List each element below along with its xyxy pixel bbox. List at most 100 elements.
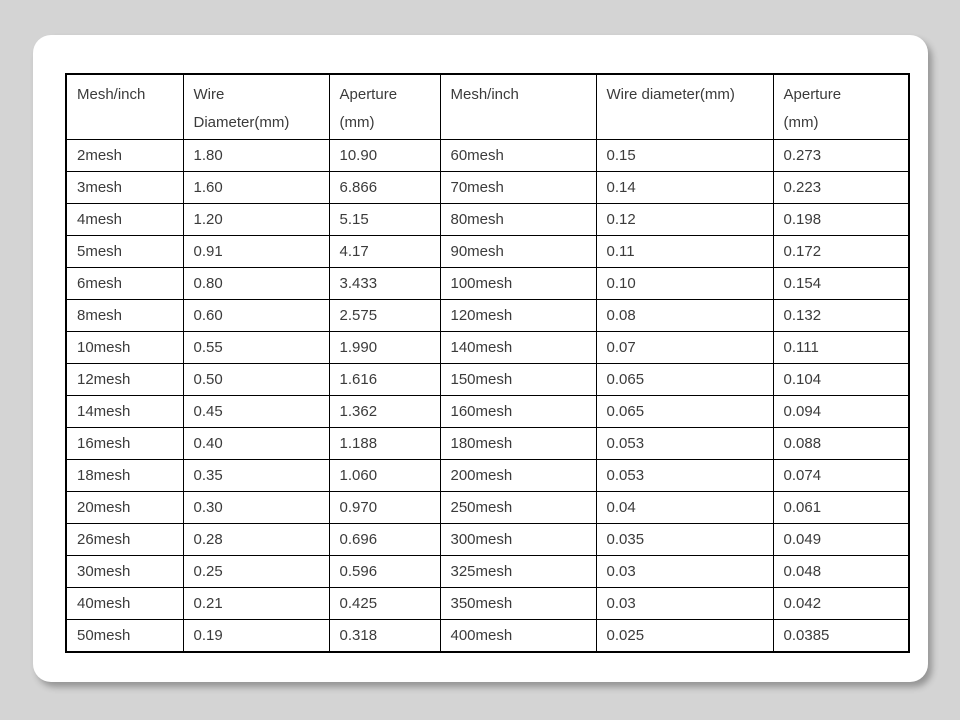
table-cell: 1.20: [182, 203, 330, 236]
table-cell: 18mesh: [65, 459, 184, 492]
table-cell: 0.08: [595, 299, 774, 332]
table-cell: 0.596: [328, 555, 441, 588]
table-cell: 4.17: [328, 235, 441, 268]
table-cell: 0.04: [595, 491, 774, 524]
table-cell: 0.104: [772, 363, 910, 396]
table-cell: 0.15: [595, 139, 774, 172]
table-cell: 0.318: [328, 619, 441, 653]
table-cell: 0.91: [182, 235, 330, 268]
table-row: 6mesh 0.80 3.433 100mesh 0.10 0.154: [65, 267, 910, 300]
table-cell: 10.90: [328, 139, 441, 172]
table-row: 4mesh 1.20 5.15 80mesh 0.12 0.198: [65, 203, 910, 236]
table-cell: 90mesh: [439, 235, 597, 268]
table-row: 30mesh 0.25 0.596 325mesh 0.03 0.048: [65, 555, 910, 588]
table-cell: 0.172: [772, 235, 910, 268]
column-header-wire-diameter-left: Wire Diameter(mm): [182, 73, 330, 140]
mesh-size-table: Mesh/inch Wire Diameter(mm) Aperture (mm…: [65, 73, 910, 653]
table-cell: 0.132: [772, 299, 910, 332]
table-cell: 0.154: [772, 267, 910, 300]
table-cell: 0.425: [328, 587, 441, 620]
table-row: 2mesh 1.80 10.90 60mesh 0.15 0.273: [65, 139, 910, 172]
slide-card: Mesh/inch Wire Diameter(mm) Aperture (mm…: [33, 35, 928, 682]
table-cell: 1.060: [328, 459, 441, 492]
table-cell: 0.088: [772, 427, 910, 460]
table-cell: 0.696: [328, 523, 441, 556]
table-cell: 20mesh: [65, 491, 184, 524]
table-cell: 0.03: [595, 587, 774, 620]
table-row: 20mesh 0.30 0.970 250mesh 0.04 0.061: [65, 491, 910, 524]
table-cell: 180mesh: [439, 427, 597, 460]
table-cell: 1.616: [328, 363, 441, 396]
table-cell: 0.049: [772, 523, 910, 556]
table-cell: 0.042: [772, 587, 910, 620]
table-cell: 14mesh: [65, 395, 184, 428]
table-row: 10mesh 0.55 1.990 140mesh 0.07 0.111: [65, 331, 910, 364]
table-row: 18mesh 0.35 1.060 200mesh 0.053 0.074: [65, 459, 910, 492]
table-cell: 0.111: [772, 331, 910, 364]
table-cell: 0.14: [595, 171, 774, 204]
table-cell: 2.575: [328, 299, 441, 332]
table-cell: 0.03: [595, 555, 774, 588]
table-cell: 6mesh: [65, 267, 184, 300]
table-cell: 3mesh: [65, 171, 184, 204]
table-cell: 0.065: [595, 363, 774, 396]
table-cell: 0.12: [595, 203, 774, 236]
table-cell: 150mesh: [439, 363, 597, 396]
table-cell: 0.0385: [772, 619, 910, 653]
table-cell: 0.80: [182, 267, 330, 300]
table-cell: 1.188: [328, 427, 441, 460]
table-cell: 325mesh: [439, 555, 597, 588]
table-cell: 5mesh: [65, 235, 184, 268]
table-cell: 0.198: [772, 203, 910, 236]
table-cell: 5.15: [328, 203, 441, 236]
table-cell: 0.065: [595, 395, 774, 428]
table-cell: 6.866: [328, 171, 441, 204]
table-cell: 0.25: [182, 555, 330, 588]
table-row: 16mesh 0.40 1.188 180mesh 0.053 0.088: [65, 427, 910, 460]
table-row: 40mesh 0.21 0.425 350mesh 0.03 0.042: [65, 587, 910, 620]
table-cell: 0.45: [182, 395, 330, 428]
table-cell: 100mesh: [439, 267, 597, 300]
table-cell: 0.19: [182, 619, 330, 653]
table-cell: 0.07: [595, 331, 774, 364]
table-cell: 0.30: [182, 491, 330, 524]
table-row: 3mesh 1.60 6.866 70mesh 0.14 0.223: [65, 171, 910, 204]
table-cell: 0.55: [182, 331, 330, 364]
table-row: 50mesh 0.19 0.318 400mesh 0.025 0.0385: [65, 619, 910, 653]
table-cell: 30mesh: [65, 555, 184, 588]
table-row: 12mesh 0.50 1.616 150mesh 0.065 0.104: [65, 363, 910, 396]
column-header-aperture-left: Aperture (mm): [328, 73, 441, 140]
table-cell: 0.273: [772, 139, 910, 172]
table-cell: 1.80: [182, 139, 330, 172]
table-cell: 0.053: [595, 459, 774, 492]
table-cell: 1.60: [182, 171, 330, 204]
table-cell: 0.223: [772, 171, 910, 204]
table-cell: 10mesh: [65, 331, 184, 364]
table-cell: 300mesh: [439, 523, 597, 556]
table-cell: 40mesh: [65, 587, 184, 620]
table-cell: 50mesh: [65, 619, 184, 653]
table-cell: 0.025: [595, 619, 774, 653]
table-cell: 2mesh: [65, 139, 184, 172]
table-cell: 0.50: [182, 363, 330, 396]
table-cell: 200mesh: [439, 459, 597, 492]
table-cell: 0.35: [182, 459, 330, 492]
table-cell: 1.362: [328, 395, 441, 428]
table-cell: 8mesh: [65, 299, 184, 332]
table-cell: 16mesh: [65, 427, 184, 460]
table-cell: 26mesh: [65, 523, 184, 556]
column-header-wire-diameter-right: Wire diameter(mm): [595, 73, 774, 140]
table-cell: 60mesh: [439, 139, 597, 172]
table-cell: 80mesh: [439, 203, 597, 236]
table-row: 8mesh 0.60 2.575 120mesh 0.08 0.132: [65, 299, 910, 332]
column-header-aperture-right: Aperture (mm): [772, 73, 910, 140]
table-cell: 250mesh: [439, 491, 597, 524]
table-cell: 0.60: [182, 299, 330, 332]
table-cell: 70mesh: [439, 171, 597, 204]
table-cell: 3.433: [328, 267, 441, 300]
table-row: 26mesh 0.28 0.696 300mesh 0.035 0.049: [65, 523, 910, 556]
column-header-mesh-right: Mesh/inch: [439, 73, 597, 140]
table-cell: 140mesh: [439, 331, 597, 364]
table-cell: 0.094: [772, 395, 910, 428]
table-cell: 120mesh: [439, 299, 597, 332]
